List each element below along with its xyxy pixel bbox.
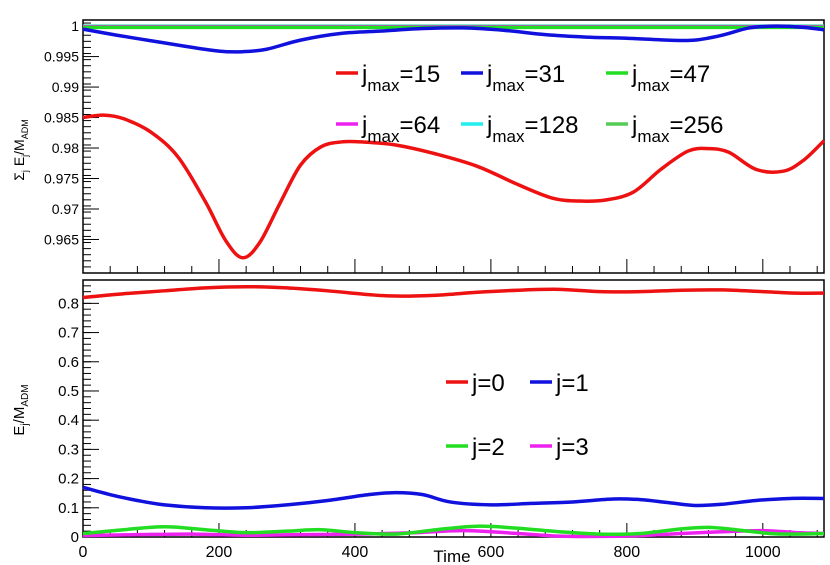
x-axis-label: Time	[433, 547, 470, 565]
lower-y-ticks: 0 0.1 0.2 0.3 0.4 0.5 0.6 0.7 0.8	[58, 279, 99, 546]
lower-legend: j=0 j=1 j=2 j=3	[446, 370, 589, 461]
legend-entry: j=3	[555, 434, 589, 461]
x-tick-label: 0	[79, 544, 88, 561]
upper-y-ticks: 0.965 0.97 0.975 0.98 0.985 0.99 0.995 1	[44, 18, 99, 274]
legend-entry: jmax=128	[486, 112, 579, 146]
y-tick-label: 0.975	[44, 171, 79, 187]
y-tick-label: 1	[71, 18, 79, 34]
upper-plot-frame	[82, 19, 825, 274]
legend-entry: jmax=47	[631, 61, 710, 95]
upper-y-axis-label: Σj Ej/MADM	[11, 119, 30, 180]
legend-entry: j=1	[555, 370, 589, 397]
series-line-1	[82, 485, 825, 510]
y-tick-label: 0.5	[58, 383, 79, 400]
legend-entry: jmax=64	[361, 112, 440, 146]
y-tick-label: 0.8	[58, 295, 79, 312]
legend-entry: jmax=31	[486, 61, 565, 95]
legend-entry: jmax=256	[631, 112, 724, 146]
x-tick-label: 200	[206, 544, 233, 561]
x-tick-label: 400	[342, 544, 369, 561]
y-tick-label: 0.1	[58, 500, 79, 517]
y-tick-label: 0.97	[52, 201, 79, 217]
series-line-0	[82, 284, 825, 300]
y-tick-label: 0.965	[44, 231, 79, 247]
legend-entry: jmax=15	[361, 61, 440, 95]
lower-y-axis-label: Ej/MADM	[11, 384, 31, 435]
y-tick-label: 0.7	[58, 325, 79, 342]
y-tick-label: 0.98	[52, 140, 79, 156]
y-tick-label: 0.3	[58, 441, 79, 458]
y-tick-label: 0.2	[58, 471, 79, 488]
upper-legend: jmax=15 jmax=31 jmax=47 jmax=64 jmax=128 jmax…	[336, 61, 724, 146]
y-tick-label: 0.99	[52, 79, 79, 95]
legend-entry: j=2	[471, 434, 505, 461]
legend-entry: j=0	[471, 370, 505, 397]
upper-panel: 0.965 0.97 0.975 0.98 0.985 0.99 0.995 1 Σj Ej/…	[11, 18, 826, 274]
x-tick-label: 800	[614, 544, 641, 561]
y-tick-label: 0	[71, 529, 79, 546]
series-line-2	[82, 524, 825, 537]
y-tick-label: 0.6	[58, 354, 79, 371]
y-tick-label: 0.995	[44, 49, 79, 65]
lower-plot-frame	[82, 279, 825, 538]
y-tick-label: 0.985	[44, 110, 79, 126]
y-tick-label: 0.4	[58, 412, 79, 429]
lower-series-lines	[82, 284, 825, 539]
series-line-3	[82, 528, 825, 539]
upper-series-lines	[82, 24, 826, 260]
x-tick-label: 1000	[745, 544, 781, 561]
series-line-0	[82, 113, 826, 260]
lower-panel: 0 0.1 0.2 0.3 0.4 0.5 0.6 0.7 0.8 0 200 400 600 800 1…	[11, 279, 825, 565]
upper-x-ticks	[82, 259, 818, 273]
series-line-1	[82, 24, 825, 54]
x-tick-label: 600	[478, 544, 505, 561]
